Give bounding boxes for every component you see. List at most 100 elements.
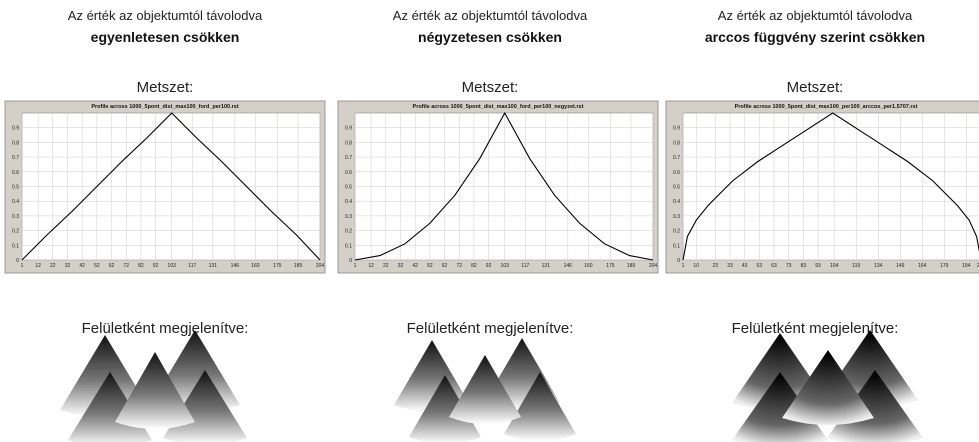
x-tick-label: 62: [442, 263, 448, 269]
heading: Az érték az objektumtól távolodva: [393, 8, 588, 23]
y-tick-label: 0.7: [345, 155, 352, 161]
y-tick-label: 0.1: [345, 243, 352, 249]
x-tick-label: 119: [852, 263, 860, 269]
heading-emphasis: négyzetesen csökken: [418, 29, 562, 45]
x-tick-label: 32: [398, 263, 404, 269]
heading-emphasis: egyenletesen csökken: [91, 29, 240, 45]
x-tick-label: 23: [713, 263, 719, 269]
section-label: Metszet:: [137, 79, 194, 96]
section-label: Metszet:: [787, 79, 844, 96]
x-tick-label: 204: [649, 263, 658, 269]
x-tick-label: 33: [727, 263, 733, 269]
x-tick-label: 22: [50, 263, 56, 269]
chart-title: Profile across 1000_5pont_dist_max100_fo…: [413, 104, 584, 110]
x-tick-label: 83: [801, 263, 807, 269]
y-tick-label: 0.4: [12, 199, 19, 205]
y-tick-label: 0.8: [345, 140, 352, 146]
x-tick-label: 134: [874, 263, 883, 269]
chart-title: Profile across 1000_5pont_dist_max100_pe…: [735, 104, 918, 110]
y-tick-label: 0.3: [345, 214, 352, 220]
x-tick-label: 82: [138, 263, 144, 269]
surface-label: Felületként megjelenítve:: [82, 320, 249, 337]
x-tick-label: 1: [21, 263, 24, 269]
x-tick-label: 42: [412, 263, 418, 269]
x-tick-label: 52: [427, 263, 433, 269]
figure: Az érték az objektumtól távolodva egyenle…: [0, 0, 979, 442]
x-tick-label: 72: [123, 263, 129, 269]
y-tick-label: 0.5: [673, 185, 680, 191]
y-tick-label: 0.9: [12, 126, 19, 132]
x-tick-label: 92: [153, 263, 159, 269]
x-tick-label: 175: [273, 263, 282, 269]
x-tick-label: 117: [521, 263, 529, 269]
x-tick-label: 73: [786, 263, 792, 269]
y-tick-label: 0.4: [673, 199, 680, 205]
y-tick-label: 0.9: [673, 126, 680, 132]
surface-label: Felületként megjelenítve:: [732, 320, 899, 337]
y-tick-label: 0.3: [12, 214, 19, 220]
x-tick-label: 43: [742, 263, 748, 269]
y-tick-label: 0.2: [12, 229, 19, 235]
x-tick-label: 179: [940, 263, 949, 269]
chart-title: Profile across 1000_5pont_dist_max100_fo…: [91, 104, 239, 110]
heading: Az érték az objektumtól távolodva: [68, 8, 263, 23]
section-label: Metszet:: [462, 79, 519, 96]
x-tick-label: 32: [65, 263, 71, 269]
chart: Profile across 1000_5pont_dist_max100_fo…: [338, 101, 658, 273]
y-tick-label: 0.4: [345, 199, 352, 205]
x-tick-label: 72: [456, 263, 462, 269]
y-tick-label: 0.1: [673, 243, 680, 249]
surface-label: Felületként megjelenítve:: [407, 320, 574, 337]
x-tick-label: 10: [693, 263, 699, 269]
x-tick-label: 92: [486, 263, 492, 269]
y-tick-label: 0: [677, 258, 680, 264]
x-tick-label: 117: [188, 263, 196, 269]
x-tick-label: 189: [627, 263, 636, 269]
y-tick-label: 0.8: [673, 140, 680, 146]
x-tick-label: 103: [168, 263, 177, 269]
x-tick-label: 63: [771, 263, 777, 269]
x-tick-label: 131: [209, 263, 218, 269]
x-tick-label: 52: [94, 263, 100, 269]
y-tick-label: 0.6: [12, 170, 19, 176]
x-tick-label: 149: [896, 263, 905, 269]
y-tick-label: 0: [16, 258, 19, 264]
y-tick-label: 0.2: [673, 229, 680, 235]
x-tick-label: 104: [830, 263, 839, 269]
heading: Az érték az objektumtól távolodva: [718, 8, 913, 23]
x-tick-label: 53: [757, 263, 763, 269]
y-tick-label: 0.5: [345, 185, 352, 191]
x-tick-label: 160: [584, 263, 593, 269]
x-tick-label: 1: [682, 263, 685, 269]
y-tick-label: 0.7: [12, 155, 19, 161]
x-tick-label: 204: [316, 263, 325, 269]
chart: Profile across 1000_5pont_dist_max100_pe…: [666, 101, 979, 273]
x-tick-label: 146: [231, 263, 240, 269]
y-tick-label: 0.6: [673, 170, 680, 176]
x-tick-label: 42: [79, 263, 85, 269]
page: {"panels": [ {"heading": "Az érték az ob…: [0, 0, 979, 442]
chart: Profile across 1000_5pont_dist_max100_fo…: [5, 101, 325, 273]
y-tick-label: 0.8: [12, 140, 19, 146]
x-tick-label: 12: [35, 263, 41, 269]
x-tick-label: 62: [109, 263, 115, 269]
x-tick-label: 22: [383, 263, 389, 269]
x-tick-label: 175: [606, 263, 615, 269]
y-tick-label: 0.9: [345, 126, 352, 132]
x-tick-label: 12: [368, 263, 374, 269]
x-tick-label: 1: [354, 263, 357, 269]
x-tick-label: 103: [501, 263, 510, 269]
y-tick-label: 0.5: [12, 185, 19, 191]
y-tick-label: 0.6: [345, 170, 352, 176]
x-tick-label: 146: [564, 263, 573, 269]
x-tick-label: 160: [251, 263, 260, 269]
heading-emphasis: arccos függvény szerint csökken: [705, 29, 925, 45]
y-tick-label: 0.1: [12, 243, 19, 249]
y-tick-label: 0.2: [345, 229, 352, 235]
x-tick-label: 194: [962, 263, 971, 269]
y-tick-label: 0.3: [673, 214, 680, 220]
y-tick-label: 0.7: [673, 155, 680, 161]
y-tick-label: 0: [349, 258, 352, 264]
x-tick-label: 82: [471, 263, 477, 269]
x-tick-label: 131: [542, 263, 551, 269]
